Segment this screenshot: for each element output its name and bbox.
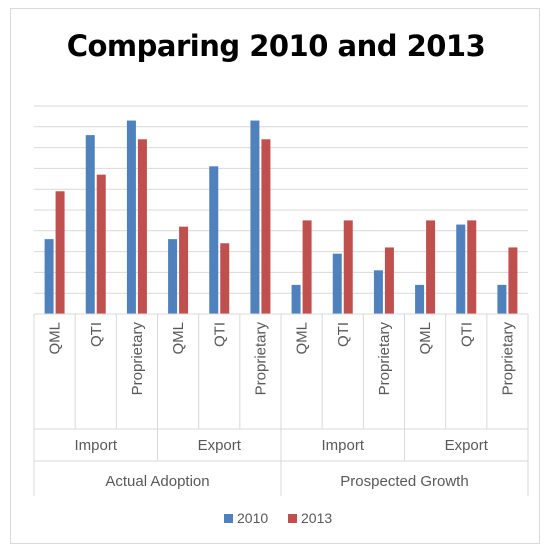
- group-label-level1: Import: [74, 437, 117, 454]
- bar-2010-4: [209, 166, 219, 314]
- bar-2010-11: [497, 284, 507, 314]
- bar-2010-0: [44, 239, 54, 314]
- group-label-level1: Export: [445, 437, 489, 454]
- bar-2013-11: [508, 247, 518, 314]
- tick-label: Proprietary: [252, 322, 269, 396]
- legend-swatch-2010: [224, 514, 233, 523]
- bar-2010-5: [250, 120, 260, 314]
- chart-frame: Comparing 2010 and 2013 QML QTI Proprietar…: [10, 8, 540, 544]
- gridlines: [34, 105, 528, 294]
- bars: [44, 120, 518, 314]
- bar-2013-8: [384, 247, 394, 314]
- bar-2010-9: [415, 284, 425, 314]
- chart-svg: QML QTI Proprietary QML QTI Proprietary QML QTI…: [33, 105, 529, 526]
- bar-2010-2: [126, 120, 136, 314]
- tick-label: QTI: [88, 322, 105, 347]
- bar-2013-9: [426, 220, 436, 314]
- bar-2010-10: [456, 224, 466, 314]
- legend-swatch-2013: [288, 514, 297, 523]
- bar-2013-10: [467, 220, 477, 314]
- group-label-level1: Export: [198, 437, 242, 454]
- tick-label: Proprietary: [376, 322, 393, 396]
- bar-2013-0: [55, 191, 65, 314]
- tick-label: QTI: [458, 322, 475, 347]
- bar-2013-1: [96, 174, 106, 314]
- legend-label-2010: 2010: [237, 510, 268, 526]
- tick-label: QML: [294, 322, 311, 355]
- tick-label: Proprietary: [499, 322, 516, 396]
- bar-2010-6: [291, 284, 301, 314]
- tick-label: QML: [47, 322, 64, 355]
- chart-title: Comparing 2010 and 2013: [66, 29, 486, 63]
- group-label-level2: Prospected Growth: [340, 473, 468, 490]
- legend: 2010 2013: [224, 510, 332, 526]
- bar-2013-5: [261, 139, 271, 314]
- legend-label-2013: 2013: [301, 510, 332, 526]
- bar-2010-3: [168, 239, 178, 314]
- bar-2010-1: [85, 135, 95, 314]
- tick-label: QML: [170, 322, 187, 355]
- group-label-level1: Import: [321, 437, 364, 454]
- bar-2013-6: [302, 220, 312, 314]
- tick-label: Proprietary: [129, 322, 146, 396]
- tick-label: QTI: [335, 322, 352, 347]
- bar-2013-3: [179, 226, 189, 314]
- tick-label: QTI: [211, 322, 228, 347]
- tick-label: QML: [417, 322, 434, 355]
- bar-2013-2: [137, 139, 147, 314]
- category-axis: QML QTI Proprietary QML QTI Proprietary QML QTI…: [33, 313, 529, 496]
- bar-2010-8: [373, 270, 383, 314]
- group-label-level2: Actual Adoption: [105, 473, 209, 490]
- bar-2013-4: [220, 243, 230, 314]
- bar-2010-7: [332, 253, 342, 314]
- bar-2013-7: [343, 220, 353, 314]
